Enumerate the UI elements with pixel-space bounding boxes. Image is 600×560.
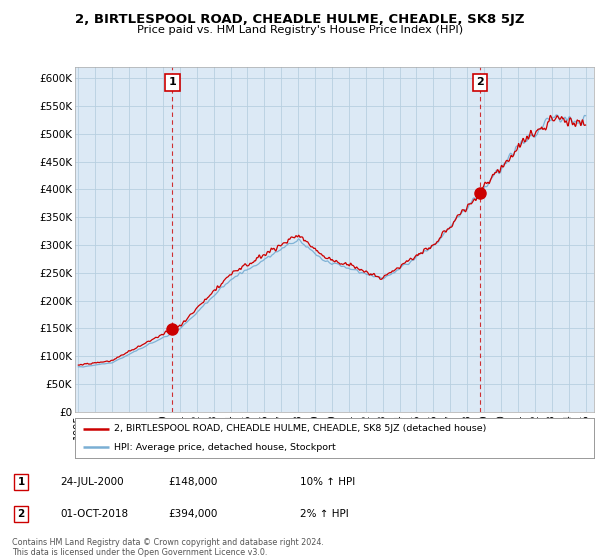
Text: £394,000: £394,000 [168, 509, 217, 519]
Text: 2, BIRTLESPOOL ROAD, CHEADLE HULME, CHEADLE, SK8 5JZ (detached house): 2, BIRTLESPOOL ROAD, CHEADLE HULME, CHEA… [114, 424, 487, 433]
Text: 1: 1 [17, 477, 25, 487]
Text: £148,000: £148,000 [168, 477, 217, 487]
Text: 2: 2 [476, 77, 484, 87]
Text: Contains HM Land Registry data © Crown copyright and database right 2024.
This d: Contains HM Land Registry data © Crown c… [12, 538, 324, 557]
Text: 01-OCT-2018: 01-OCT-2018 [60, 509, 128, 519]
Text: 2: 2 [17, 509, 25, 519]
Text: 2% ↑ HPI: 2% ↑ HPI [300, 509, 349, 519]
Text: Price paid vs. HM Land Registry's House Price Index (HPI): Price paid vs. HM Land Registry's House … [137, 25, 463, 35]
Text: 24-JUL-2000: 24-JUL-2000 [60, 477, 124, 487]
Text: HPI: Average price, detached house, Stockport: HPI: Average price, detached house, Stoc… [114, 443, 335, 452]
Text: 1: 1 [169, 77, 176, 87]
Text: 2, BIRTLESPOOL ROAD, CHEADLE HULME, CHEADLE, SK8 5JZ: 2, BIRTLESPOOL ROAD, CHEADLE HULME, CHEA… [75, 13, 525, 26]
Text: 10% ↑ HPI: 10% ↑ HPI [300, 477, 355, 487]
